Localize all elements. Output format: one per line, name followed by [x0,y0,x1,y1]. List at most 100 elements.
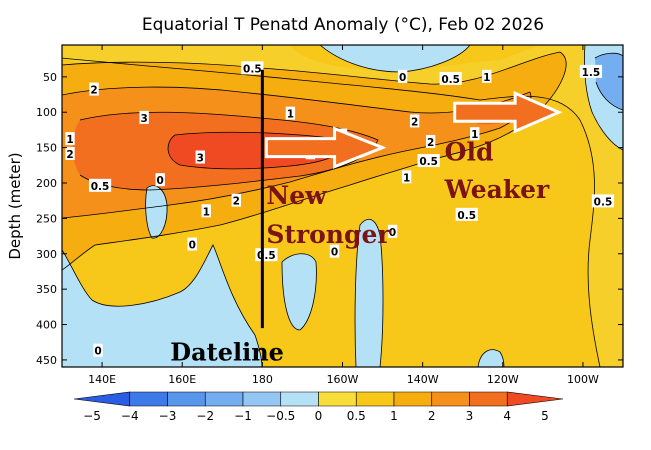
contour-label-bg [482,69,492,83]
contour-label-bg [387,224,398,238]
contour-label-bg [89,82,99,96]
contour-label: 2 [233,196,240,208]
y-tick-label: 250 [36,212,57,225]
contour-label-bg [65,132,75,146]
field-cold-pocket-160e [145,185,168,239]
colorbar-tick-label: 1 [390,409,398,423]
contour-label-bg [88,178,112,192]
colorbar-swatch [73,391,131,407]
contour-label: 0 [635,160,642,172]
annotation-old: Old [445,137,494,166]
colorbar-tick-label: −3 [159,409,177,423]
colorbar-tick-label: −1 [234,409,252,423]
contour-line [594,52,623,111]
contour-label-bg [417,154,440,168]
colorbar-swatch [393,391,433,407]
contour-line [579,119,601,367]
contour-label: 0.5 [457,210,476,222]
colorbar-swatch [167,391,206,407]
contour-label: 0.5 [419,156,438,168]
colorbar-swatch [355,391,395,407]
contour-label-bg [470,127,480,141]
y-tick-label: 350 [36,283,57,296]
annotation-weaker: Weaker [444,175,550,204]
contour-label-bg [401,170,412,184]
colorbar: −5 −4 −3 −2 −1 −0.5 0 0.5 1 2 3 4 5 [73,391,564,423]
colorbar-tick-label: 3 [466,409,474,423]
contour-label: 0 [331,247,338,259]
anomaly-arrows [264,90,563,169]
annotations: New Stronger Old Weaker Dateline [170,137,550,366]
contour-label-bg [285,106,296,120]
contour-label-bg [634,158,643,171]
contour-label-bg [425,134,436,148]
annotation-stronger: Stronger [266,220,391,249]
y-tick-label: 300 [36,248,57,261]
colorbar-tick-label: 0 [315,409,323,423]
contour-label: 3 [197,153,204,165]
field-cold-pocket-125w [478,349,504,367]
contour-label: 0 [94,346,101,358]
colorbar-tick-label: −5 [83,409,101,423]
y-tick-label: 400 [36,319,57,332]
contour-label-bg [195,150,205,164]
contour-label: 3 [140,113,147,125]
contour-label-bg [155,173,165,187]
colorbar-swatch [469,391,508,407]
contour-line [62,91,532,219]
contour-label: 1 [403,172,410,184]
colorbar-tick-label: −4 [121,409,139,423]
y-tick-label: 50 [43,71,57,84]
contour-line [145,185,168,239]
contour-label: 1 [203,206,210,218]
contour-label: 0.5 [91,181,110,193]
contour-label: 2 [427,137,434,149]
plot-area: 0.500.511.5231232143120.510.50210.50.500… [62,45,643,367]
field-cold-pocket-170w [282,253,317,330]
contour-label: 1 [483,72,490,84]
colorbar-swatch [204,391,244,407]
chart-title: Equatorial T Penatd Anomaly (°C), Feb 02… [142,15,544,35]
contour-label: 2 [90,85,97,97]
x-tick-label: 120W [487,373,519,386]
contour-label: 0 [389,227,396,239]
contour-label-bg [455,207,478,221]
x-tick-label: 160W [327,373,359,386]
colorbar-tick-label: −2 [196,409,214,423]
field-weak-band [62,45,623,367]
contour-label-bg [139,110,149,124]
contour-label: 1.5 [582,67,601,79]
colorbar-swatch [431,391,470,407]
x-tick-label: 140E [88,373,116,386]
colorbar-swatch [129,391,168,407]
colorbar-tick-label: 2 [428,409,436,423]
contour-label-bg [231,193,242,207]
contour-line [354,218,384,367]
contour-label-bg [187,237,197,251]
contour-label-bg [409,114,420,128]
contour-labels: 0.500.511.5231232143120.510.50210.50.500… [65,61,643,358]
contour-line [62,244,263,367]
contour-label-bg [255,248,278,262]
annotation-new: New [266,181,328,210]
contour-label: 0.5 [594,196,613,208]
contour-label-bg [397,69,408,83]
y-tick-label: 200 [36,177,57,190]
colorbar-swatch [280,391,319,407]
contour-label: 2 [411,116,418,128]
arrow-new [264,126,387,169]
contour-label: 0.5 [243,63,262,75]
y-axis-label: Depth (meter) [6,152,24,259]
field-cold-pocket-150w [355,219,383,367]
y-tick-label: 450 [36,354,57,367]
colorbar-swatch [242,391,282,407]
contour-label: 1 [287,109,294,121]
colorbar-swatch [318,391,357,407]
contour-label-bg [591,194,615,208]
field-cold-west-deep [62,245,262,367]
contour-label-bg [65,146,75,160]
contour-label: 0.5 [257,250,276,262]
contour-line [281,253,317,331]
colorbar-tick-label: −0.5 [266,409,295,423]
